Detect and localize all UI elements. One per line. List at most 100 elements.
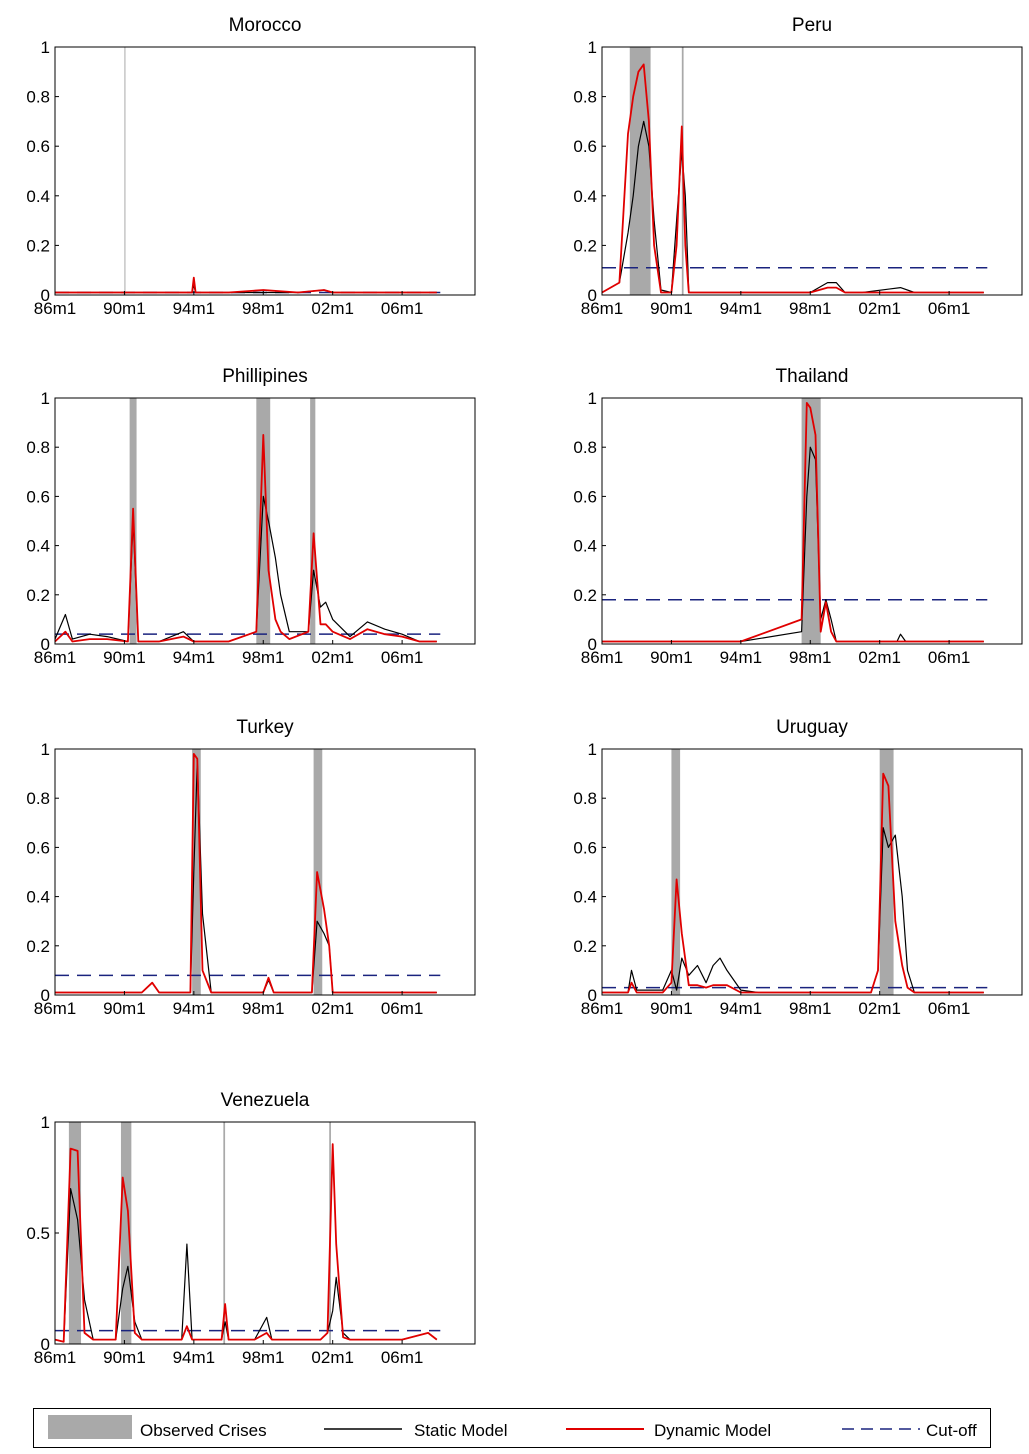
legend-cutoff-label: Cut-off [926, 1421, 977, 1440]
x-tick-label: 94m1 [173, 999, 216, 1018]
x-tick-label: 98m1 [242, 299, 285, 318]
crisis-band [310, 398, 316, 644]
y-tick-label: 0.8 [573, 88, 597, 107]
x-tick-label: 94m1 [173, 299, 216, 318]
y-tick-label: 0.2 [573, 586, 597, 605]
x-tick-label: 90m1 [103, 1348, 146, 1367]
x-tick-label: 90m1 [103, 999, 146, 1018]
x-tick-label: 94m1 [173, 1348, 216, 1367]
x-tick-label: 98m1 [789, 648, 832, 667]
y-tick-label: 0.2 [26, 236, 50, 255]
legend-static-label: Static Model [414, 1421, 508, 1440]
x-tick-label: 86m1 [34, 1348, 77, 1367]
y-tick-label: 0.6 [26, 137, 50, 156]
x-tick-label: 98m1 [789, 999, 832, 1018]
dynamic-model-line [602, 401, 984, 643]
crisis-band [120, 1122, 132, 1344]
y-tick-label: 0.8 [26, 88, 50, 107]
y-tick-label: 0 [41, 986, 50, 1005]
static-model-line [55, 760, 437, 994]
y-tick-label: 0 [588, 286, 597, 305]
x-tick-label: 06m1 [381, 299, 424, 318]
y-tick-label: 0.2 [26, 937, 50, 956]
x-tick-label: 02m1 [858, 648, 901, 667]
chart-title: Thailand [776, 366, 849, 387]
x-tick-label: 86m1 [581, 999, 624, 1018]
crisis-band [256, 398, 271, 644]
y-tick-label: 0.5 [26, 1224, 50, 1243]
crisis-band [671, 749, 681, 995]
y-tick-label: 0.4 [26, 187, 50, 206]
dynamic-model-line [54, 433, 437, 643]
chart-panel: Peru 0 0.2 0.4 0.6 0.8 1 86m1 90m1 94m1 98m1 02m1 06… [573, 15, 1023, 318]
x-tick-label: 98m1 [242, 999, 285, 1018]
x-tick-label: 94m1 [720, 648, 763, 667]
x-tick-label: 90m1 [650, 648, 693, 667]
y-tick-label: 0.2 [573, 236, 597, 255]
crisis-band [192, 749, 201, 995]
chart-title: Peru [792, 15, 832, 36]
x-tick-label: 06m1 [928, 999, 971, 1018]
x-tick-label: 06m1 [381, 999, 424, 1018]
plot-frame [601, 748, 1023, 996]
y-tick-label: 0.2 [26, 586, 50, 605]
y-tick-label: 0.6 [26, 487, 50, 506]
y-tick-label: 1 [41, 38, 50, 57]
y-tick-label: 1 [588, 389, 597, 408]
y-tick-label: 0.6 [573, 487, 597, 506]
x-tick-label: 02m1 [311, 1348, 354, 1367]
plot-frame [54, 1121, 476, 1345]
dynamic-model-line [601, 63, 984, 294]
plot-frame [601, 46, 1023, 296]
y-tick-label: 0.2 [573, 937, 597, 956]
x-tick-label: 02m1 [311, 999, 354, 1018]
x-tick-label: 06m1 [928, 299, 971, 318]
x-tick-label: 06m1 [381, 648, 424, 667]
static-model-line [602, 827, 984, 994]
chart-panel: Venezuela 0 0.5 1 86m1 90m1 94m1 98m1 02m1 06m1 [26, 1090, 476, 1367]
chart-panel: Uruguay 0 0.2 0.4 0.6 0.8 1 86m1 90m1 94m1 98m1 02m… [573, 717, 1023, 1018]
static-model-line [54, 495, 437, 643]
chart-panel: Phillipines 0 0.2 0.4 0.6 0.8 1 86m1 90m1 94m1 98m… [26, 366, 476, 667]
y-tick-label: 0.8 [26, 438, 50, 457]
y-tick-label: 1 [588, 38, 597, 57]
y-tick-label: 1 [41, 1113, 50, 1132]
y-tick-label: 0 [588, 986, 597, 1005]
x-tick-label: 98m1 [789, 299, 832, 318]
y-tick-label: 0.8 [573, 789, 597, 808]
y-tick-label: 1 [41, 740, 50, 759]
crisis-band [223, 1122, 226, 1344]
chart-panel: Thailand 0 0.2 0.4 0.6 0.8 1 86m1 90m1 94m1 98m1 02… [573, 366, 1023, 667]
x-tick-label: 98m1 [242, 648, 285, 667]
x-tick-label: 02m1 [311, 299, 354, 318]
dynamic-model-line [55, 753, 437, 994]
x-tick-label: 90m1 [650, 999, 693, 1018]
y-tick-label: 0 [41, 286, 50, 305]
x-tick-label: 90m1 [103, 648, 146, 667]
y-tick-label: 0.4 [573, 187, 597, 206]
x-tick-label: 86m1 [581, 299, 624, 318]
static-model-line [601, 120, 984, 294]
y-tick-label: 0.4 [26, 537, 50, 556]
chart-title: Turkey [236, 717, 294, 738]
x-tick-label: 86m1 [34, 648, 77, 667]
crisis-band [124, 47, 126, 295]
chart-title: Morocco [229, 15, 302, 36]
y-tick-label: 0.6 [26, 838, 50, 857]
plot-frame [601, 397, 1023, 645]
legend: Observed Crises Static Model Dynamic Mod… [33, 1408, 991, 1448]
x-tick-label: 94m1 [720, 999, 763, 1018]
chart-title: Phillipines [222, 366, 308, 387]
legend-observed-label: Observed Crises [140, 1421, 267, 1440]
chart-title: Venezuela [221, 1090, 310, 1111]
x-tick-label: 02m1 [311, 648, 354, 667]
x-tick-label: 94m1 [173, 648, 216, 667]
static-model-line [54, 1187, 438, 1343]
y-tick-label: 1 [588, 740, 597, 759]
plot-frame [54, 46, 476, 296]
crisis-band [629, 47, 651, 295]
y-tick-label: 0.6 [573, 137, 597, 156]
chart-panel: Morocco 0 0.2 0.4 0.6 0.8 1 86m1 90m1 94m1 98m1 02m… [26, 15, 476, 318]
chart-title: Uruguay [776, 717, 848, 738]
